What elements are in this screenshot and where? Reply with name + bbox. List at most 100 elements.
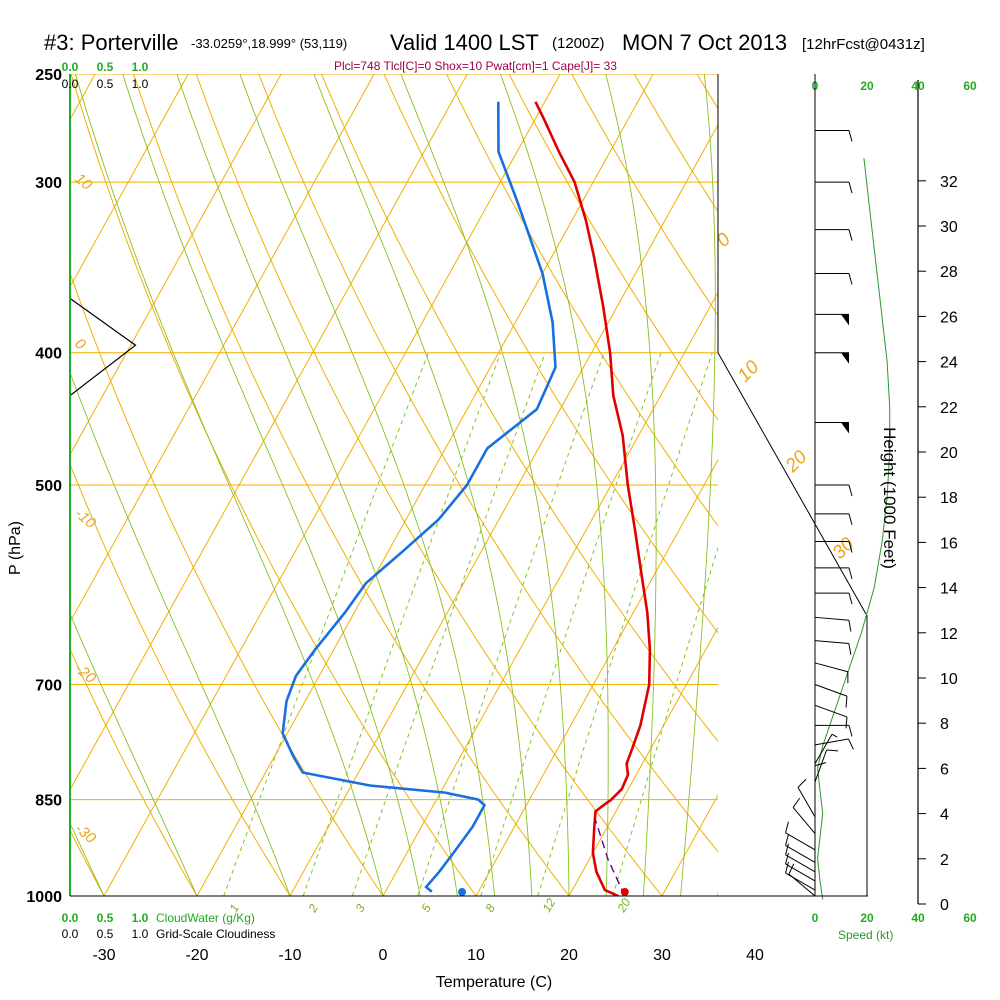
temperature-tick-label: -30 <box>92 947 115 964</box>
mixing-ratio-label: 20 <box>614 896 633 916</box>
indices-line: Plcl=748 Tlcl[C]=0 Shox=10 Pwat[cm]=1 Ca… <box>334 59 617 73</box>
wind-barb <box>814 738 854 750</box>
temperature-tick-label: 40 <box>746 947 764 964</box>
profiles-layer <box>281 101 652 896</box>
dry-adiabat-label: 10 <box>734 356 764 386</box>
cloudiness-top-tick: 0.0 <box>62 77 79 91</box>
wind-barb-feather <box>785 852 789 865</box>
wind-barb-feather <box>848 725 853 737</box>
wind-barb-staff <box>814 738 849 746</box>
speed-bottom-tick: 0 <box>812 911 819 925</box>
cloudiness-label: Grid-Scale Cloudiness <box>156 927 275 941</box>
cloudiness-bottom-tick: 0.5 <box>97 927 114 941</box>
surface-dewpoint-marker <box>458 888 467 896</box>
height-tick-label: 18 <box>940 490 958 507</box>
pressure-tick-label: 500 <box>35 478 62 495</box>
cloudiness-top-tick: 0.5 <box>97 77 114 91</box>
wind-barb <box>814 640 852 655</box>
isotherm-line <box>755 74 1000 896</box>
pressure-tick-label: 300 <box>35 175 62 192</box>
wind-barb-feather <box>848 541 853 553</box>
moist-adiabat-line <box>499 74 609 896</box>
wind-barb-staff <box>814 733 833 764</box>
wind-barb <box>785 852 816 882</box>
wind-barb-staff <box>814 616 849 621</box>
mixing-ratio-label: 5 <box>418 901 434 914</box>
height-tick-label: 28 <box>940 264 958 281</box>
chart-title-valid: Valid 1400 LST <box>390 30 539 55</box>
temperature-tick-label: -10 <box>278 947 301 964</box>
mixing-ratio-line <box>537 352 713 896</box>
wind-barb-half-feather <box>831 733 838 738</box>
wind-barb-feather <box>848 229 853 241</box>
moist-adiabat-line <box>680 74 716 896</box>
wind-barb-feather <box>848 592 853 605</box>
moist-adiabat-line <box>313 74 533 896</box>
mixing-ratio-label: 3 <box>352 901 368 914</box>
moist-adiabat-line <box>70 612 198 896</box>
wind-barb <box>815 592 853 605</box>
cloudwater-bottom-tick: 0.5 <box>97 911 114 925</box>
wind-barb <box>814 704 848 729</box>
chart-title-date: MON 7 Oct 2013 <box>622 30 787 55</box>
height-tick-label: 26 <box>940 309 958 326</box>
wind-barb-feather <box>848 130 853 142</box>
isotherm-label: -10 <box>71 505 99 532</box>
temperature-profile <box>534 101 652 896</box>
speed-top-tick: 60 <box>963 79 977 93</box>
wind-barb-feather <box>785 843 789 855</box>
moist-adiabat-line <box>717 890 718 896</box>
temperature-tick-label: 10 <box>467 947 485 964</box>
wind-panel-diagonal <box>717 352 867 615</box>
wind-speed-profile <box>817 158 891 900</box>
wind-barb <box>815 724 853 737</box>
speed-bottom-tick: 60 <box>963 911 977 925</box>
height-tick-label: 4 <box>940 807 949 824</box>
wind-barb <box>785 861 816 891</box>
height-tick-label: 22 <box>940 400 958 417</box>
mixing-ratio-label: 2 <box>305 901 321 915</box>
dry-adiabat-line <box>947 74 1000 896</box>
dry-adiabat-line <box>70 74 477 896</box>
wind-area: 0246810121416182022242628303200202040406… <box>717 74 977 925</box>
wind-barb <box>815 273 853 285</box>
wind-barb <box>815 567 853 580</box>
wind-barb <box>814 662 849 684</box>
wind-barb <box>815 229 853 241</box>
mixing-ratio-line <box>417 352 605 896</box>
pressure-tick-label: 1000 <box>26 889 62 906</box>
speed-bottom-tick: 40 <box>911 911 925 925</box>
mixing-ratio-line <box>612 546 718 896</box>
wind-barb-staff <box>814 684 848 697</box>
wind-barb-staff <box>814 640 849 645</box>
wind-barb <box>785 843 816 873</box>
wind-barb-staff <box>814 704 848 718</box>
wind-barb <box>814 733 838 764</box>
mixing-ratio-line <box>480 352 662 896</box>
temperature-tick-label: -20 <box>185 947 208 964</box>
wind-barb-staff <box>785 832 816 851</box>
wind-barb <box>815 130 853 142</box>
dewpoint-profile <box>281 101 557 893</box>
moist-adiabats-layer <box>70 74 718 896</box>
wind-barb-staff <box>814 662 848 673</box>
height-tick-label: 16 <box>940 535 958 552</box>
cloudiness-bottom-tick: 1.0 <box>132 927 149 941</box>
height-tick-label: 10 <box>940 671 958 688</box>
wind-barb <box>785 821 816 851</box>
isotherm-label: -20 <box>71 660 99 687</box>
wind-barb <box>814 749 839 783</box>
wind-barb-staff <box>785 854 816 873</box>
mixing-ratio-line <box>351 352 546 896</box>
height-tick-label: 0 <box>940 897 949 914</box>
wind-barb-staff <box>797 787 816 818</box>
wind-barb <box>797 778 816 818</box>
height-tick-label: 30 <box>940 219 958 236</box>
isotherm-line <box>0 74 2 896</box>
pressure-tick-label: 700 <box>35 678 62 695</box>
dry-adiabat-line <box>133 74 570 896</box>
dry-adiabat-line <box>320 74 718 743</box>
dry-adiabat-line <box>70 647 198 896</box>
dry-adiabat-line <box>571 74 718 317</box>
